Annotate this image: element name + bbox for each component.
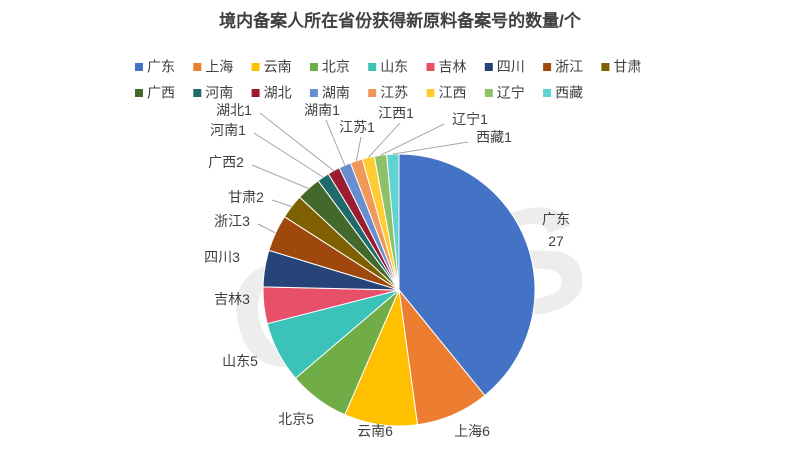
data-label-category: 上海: [454, 423, 482, 439]
chart-title: 境内备案人所在省份获得新原料备案号的数量/个: [219, 10, 582, 30]
data-label: 广东 27: [542, 211, 570, 249]
leader-line: [257, 223, 276, 234]
data-label-value: 3: [242, 291, 250, 307]
leader-line: [251, 164, 309, 189]
data-label-category: 四川: [204, 249, 232, 265]
data-label: 北京5: [278, 411, 314, 427]
legend-label: 江西: [439, 85, 467, 101]
legend-swatch: [543, 89, 552, 97]
legend-swatch: [426, 63, 435, 71]
data-label: 上海6: [454, 423, 490, 439]
data-label-category: 北京: [278, 411, 306, 427]
legend-label: 西藏: [555, 85, 583, 101]
data-label: 湖北1: [216, 102, 252, 118]
data-label: 江苏1: [339, 119, 375, 135]
data-label-value: 6: [385, 423, 393, 439]
data-label-category: 辽宁: [452, 111, 480, 127]
data-label-category: 湖北: [216, 102, 244, 118]
legend-label: 北京: [322, 59, 350, 75]
legend-label: 四川: [497, 59, 525, 75]
data-label: 浙江3: [214, 213, 250, 229]
data-label-category: 广西: [208, 154, 236, 170]
data-label-category: 云南: [357, 423, 385, 439]
legend-label: 湖北: [264, 85, 292, 101]
legend-label: 广西: [147, 85, 175, 101]
leader-line: [392, 141, 469, 155]
legend-label: 广东: [147, 59, 175, 75]
data-label-value: 1: [406, 105, 414, 121]
data-label-value: 5: [306, 411, 314, 427]
legend-label: 吉林: [439, 59, 467, 75]
data-label: 甘肃2: [228, 189, 264, 205]
data-label-value: 3: [242, 213, 250, 229]
legend-swatch: [251, 89, 260, 97]
leader-line: [271, 199, 292, 208]
data-label: 江西1: [378, 105, 414, 121]
leader-line: [380, 123, 445, 156]
data-label: 山东5: [222, 353, 258, 369]
data-label: 吉林3: [214, 291, 250, 307]
legend-label: 山东: [380, 59, 408, 75]
legend-swatch: [309, 63, 318, 71]
leader-line: [259, 112, 335, 172]
legend-swatch: [368, 89, 377, 97]
legend-swatch: [193, 63, 202, 71]
data-label-value: 1: [244, 102, 252, 118]
legend-swatch: [543, 63, 552, 71]
data-label-value: 1: [367, 119, 375, 135]
data-label: 广西2: [208, 154, 244, 170]
data-label: 四川3: [204, 249, 240, 265]
data-label: 云南6: [357, 423, 393, 439]
data-label: 河南1: [210, 122, 246, 138]
data-label-value: 1: [504, 129, 512, 145]
leader-line: [355, 136, 362, 161]
data-label-value: 6: [482, 423, 490, 439]
leader-line: [325, 119, 346, 166]
legend-swatch: [251, 63, 260, 71]
leader-line: [253, 132, 324, 178]
data-label-category: 甘肃: [228, 189, 256, 205]
legend-label: 湖南: [322, 85, 350, 101]
leader-line: [367, 122, 401, 158]
data-label-value: 5: [250, 353, 258, 369]
data-label-value: 2: [236, 154, 244, 170]
data-label-category: 山东: [222, 353, 250, 369]
legend-swatch: [309, 89, 318, 97]
data-label-value: 1: [238, 122, 246, 138]
data-label-category: 吉林: [214, 291, 242, 307]
legend-swatch: [484, 63, 493, 71]
legend-label: 河南: [205, 85, 233, 101]
data-label: 湖南1: [304, 102, 340, 118]
data-label-category: 河南: [210, 122, 238, 138]
legend-swatch: [601, 63, 610, 71]
data-label-category: 湖南: [304, 102, 332, 118]
data-label-value: 1: [332, 102, 340, 118]
legend-label: 甘肃: [613, 59, 641, 75]
data-label: 辽宁1: [452, 111, 488, 127]
legend-label: 云南: [264, 59, 292, 75]
legend-swatch: [426, 89, 435, 97]
legend-label: 浙江: [555, 59, 583, 75]
data-label: 西藏1: [476, 129, 512, 145]
legend-swatch: [484, 89, 493, 97]
data-label-value: 2: [256, 189, 264, 205]
legend-label: 辽宁: [497, 85, 525, 101]
data-label-value: 1: [480, 111, 488, 127]
data-label-category: 西藏: [476, 129, 504, 145]
legend-label: 江苏: [380, 85, 408, 101]
data-label-value: 27: [548, 233, 564, 249]
data-label-value: 3: [232, 249, 240, 265]
legend-swatch: [135, 63, 143, 71]
pie-slice: [398, 153, 536, 397]
data-label-category: 江西: [378, 105, 406, 121]
data-label-category: 江苏: [339, 119, 367, 135]
legend-swatch: [135, 89, 143, 97]
legend-swatch: [368, 63, 377, 71]
data-label-category: 广东: [542, 211, 570, 227]
legend-label: 上海: [205, 59, 233, 75]
legend-swatch: [193, 89, 202, 97]
data-label-category: 浙江: [214, 213, 242, 229]
